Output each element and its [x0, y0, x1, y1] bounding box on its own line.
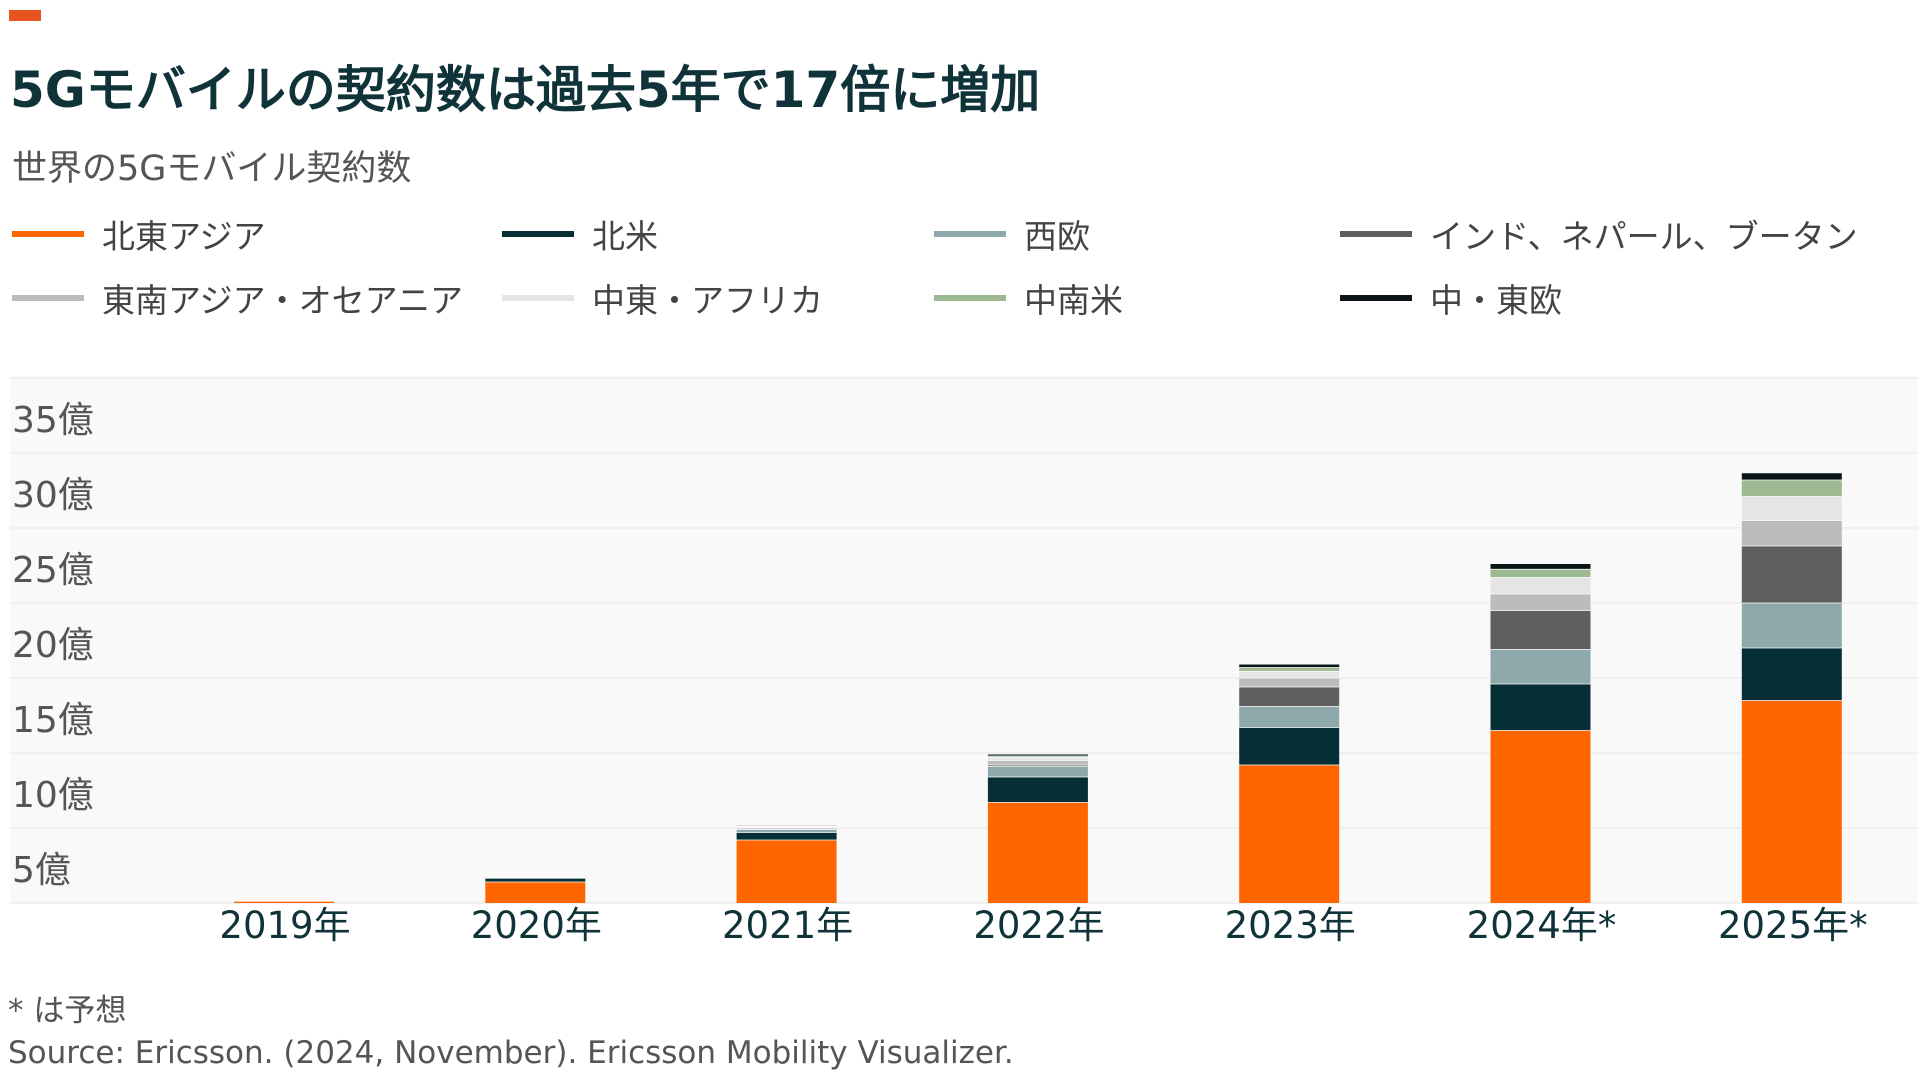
bar-segment: [1239, 671, 1340, 678]
legend-item-north-america: 北米: [502, 210, 658, 258]
legend-item-india-nepal-bhutan: インド、ネパール、ブータン: [1340, 210, 1858, 258]
legend-swatch: [12, 231, 84, 237]
chart-subtitle: 世界の5Gモバイル契約数: [12, 149, 412, 189]
bar-segment: [1490, 564, 1591, 570]
bar-segment: [736, 826, 837, 828]
bar-segment: [987, 802, 1088, 903]
bar-segment: [1239, 706, 1340, 728]
bar-segment: [485, 878, 586, 882]
legend-item-western-europe: 西欧: [934, 210, 1090, 258]
source-note: Source: Ericsson. (2024, November). Eric…: [8, 1035, 1014, 1071]
x-tick-label: 2024年*: [1467, 904, 1617, 947]
bar-segment: [1741, 603, 1842, 648]
bar-segment: [1490, 649, 1591, 684]
bar-segment: [987, 777, 1088, 803]
bar-segment: [987, 756, 1088, 758]
bar-segment: [1741, 546, 1842, 603]
x-tick-label: 2023年: [1225, 904, 1356, 947]
bar-segment: [1741, 480, 1842, 497]
legend-label: 中・東欧: [1430, 281, 1562, 320]
bar-segment: [736, 829, 837, 833]
x-tick-label: 2025年*: [1718, 904, 1868, 947]
bar-segment: [1490, 610, 1591, 650]
legend-item-latin-america: 中南米: [934, 274, 1123, 322]
y-tick-label: 10億: [12, 775, 94, 816]
bar-segment: [987, 760, 1088, 765]
x-tick-label: 2021年: [722, 904, 853, 947]
legend-swatch: [12, 295, 84, 301]
x-tick-label: 2022年: [973, 904, 1104, 947]
bar-segment: [987, 757, 1088, 761]
bar-segment: [1239, 727, 1340, 765]
bar-segment: [485, 882, 586, 903]
bar-segment: [1239, 667, 1340, 672]
legend-swatch: [1340, 295, 1412, 301]
bar-segment: [987, 765, 1088, 767]
legend-label: 東南アジア・オセアニア: [102, 281, 464, 320]
legend-item-northeast-asia: 北東アジア: [12, 210, 266, 258]
bar-segment: [1239, 664, 1340, 668]
legend: 北東アジア 北米 西欧 インド、ネパール、ブータン 東南アジア・オセアニア 中東…: [12, 210, 1912, 330]
bar-segment: [736, 828, 837, 830]
legend-label: 北米: [592, 217, 658, 256]
bar-segment: [1239, 765, 1340, 903]
bar-segment: [1490, 730, 1591, 903]
y-tick-label: 30億: [12, 475, 94, 516]
legend-swatch: [1340, 231, 1412, 237]
legend-item-southeast-asia-oceania: 東南アジア・オセアニア: [12, 274, 463, 322]
bar-segment: [234, 901, 334, 903]
legend-swatch: [934, 295, 1006, 301]
legend-label: 中東・アフリカ: [592, 281, 823, 320]
legend-label: 中南米: [1024, 281, 1123, 320]
x-tick-label: 2020年: [471, 904, 602, 947]
plot-area-background: [10, 376, 1918, 904]
y-tick-label: 20億: [12, 625, 94, 666]
bar-segment: [1239, 687, 1340, 707]
chart-title: 5Gモバイルの契約数は過去5年で17倍に増加: [10, 61, 1041, 119]
legend-item-central-eastern-europe: 中・東欧: [1340, 274, 1562, 322]
bar-segment: [736, 832, 837, 840]
legend-item-middle-east-africa: 中東・アフリカ: [502, 274, 823, 322]
bar-segment: [1741, 496, 1842, 521]
x-tick-label: 2019年: [219, 904, 350, 947]
bar-segment: [1741, 648, 1842, 701]
bar-segment: [736, 840, 837, 903]
bar-segment: [987, 766, 1088, 777]
bar-segment: [1490, 684, 1591, 731]
accent-bar: [9, 10, 41, 21]
bar-segment: [1490, 569, 1591, 578]
bar-segment: [1490, 577, 1591, 594]
legend-swatch: [502, 231, 574, 237]
y-tick-label: 35億: [12, 400, 94, 441]
bar-segment: [1490, 594, 1591, 611]
legend-swatch: [502, 295, 574, 301]
legend-label: 西欧: [1024, 217, 1090, 256]
y-tick-label: 5億: [12, 850, 71, 891]
bar-segment: [1741, 473, 1842, 480]
bar-segment: [987, 754, 1088, 756]
y-tick-label: 15億: [12, 700, 94, 741]
legend-label: インド、ネパール、ブータン: [1430, 217, 1858, 256]
bar-segment: [1741, 700, 1842, 903]
legend-label: 北東アジア: [102, 217, 266, 256]
y-tick-label: 25億: [12, 550, 94, 591]
legend-swatch: [934, 231, 1006, 237]
bar-segment: [1239, 678, 1340, 687]
bar-segment: [1741, 520, 1842, 546]
footnote: * は予想: [8, 993, 127, 1029]
